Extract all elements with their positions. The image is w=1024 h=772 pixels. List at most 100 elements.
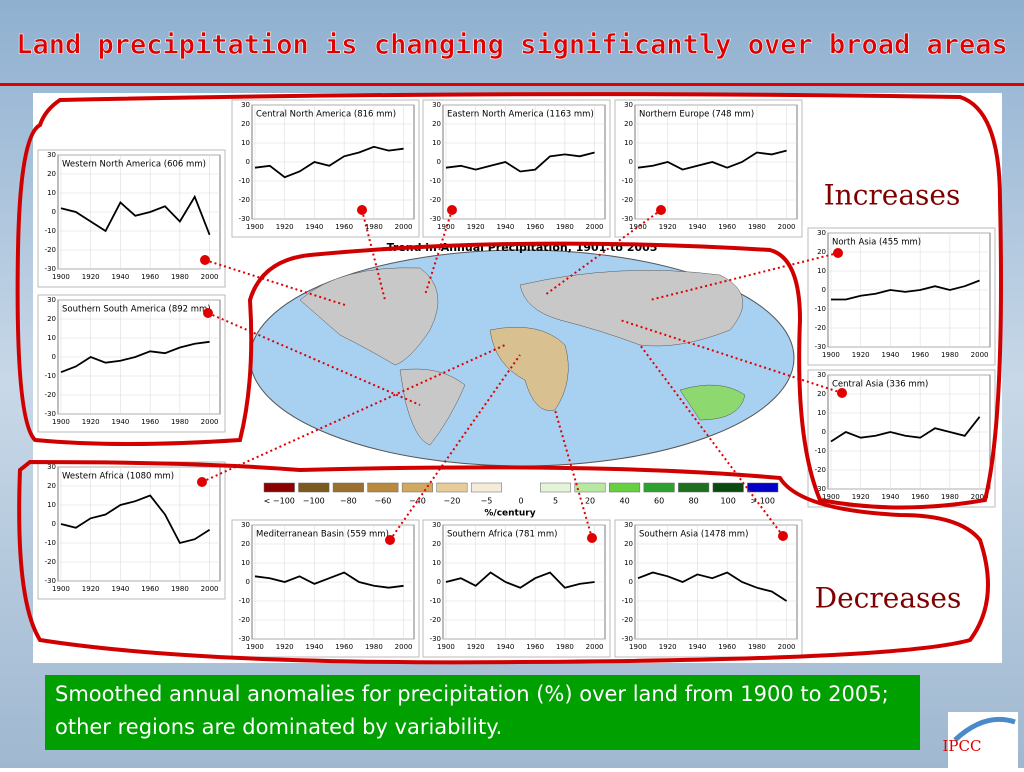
colorbar-label: −40 <box>409 497 426 506</box>
colorbar-label: −80 <box>340 497 357 506</box>
africa <box>489 326 569 411</box>
panel-title: Central North America (816 mm) <box>256 110 396 120</box>
colorbar-swatch <box>574 482 606 493</box>
y-tick-label: 30 <box>624 101 633 109</box>
colorbar-label: −60 <box>374 497 391 506</box>
region-dot <box>203 308 213 318</box>
x-tick-label: 2000 <box>395 643 413 651</box>
y-tick-label: 20 <box>241 540 250 548</box>
x-tick-label: 1980 <box>941 351 959 359</box>
x-tick-label: 1980 <box>365 643 383 651</box>
panel-frame <box>614 519 803 658</box>
eurasia <box>519 270 744 347</box>
y-tick-label: -30 <box>815 343 826 351</box>
x-tick-label: 1960 <box>335 223 353 231</box>
y-tick-label: 20 <box>817 390 826 398</box>
y-tick-label: 30 <box>241 521 250 529</box>
x-tick-label: 1920 <box>82 585 100 593</box>
y-tick-label: -30 <box>430 635 441 643</box>
colorbar-label: 5 <box>553 497 558 506</box>
x-tick-label: 2000 <box>586 643 604 651</box>
smoothed-line <box>60 194 211 236</box>
south-america <box>399 368 466 446</box>
region-dot <box>357 205 367 215</box>
x-tick-label: 1900 <box>52 585 70 593</box>
x-tick-label: 1980 <box>171 585 189 593</box>
y-tick-label: -20 <box>430 196 441 204</box>
x-tick-label: 1920 <box>276 223 294 231</box>
y-tick-label: -30 <box>622 215 633 223</box>
y-tick-label: 20 <box>432 120 441 128</box>
smoothed-line <box>60 494 211 545</box>
colorbar-label: 0 <box>518 497 523 506</box>
panel: -30 -20 -10 0 10 20 30 1900 1920 1940 1960 1980 2000… <box>37 149 226 288</box>
panel-title: Central Asia (336 mm) <box>832 380 928 390</box>
x-tick-label: 1940 <box>306 643 324 651</box>
smoothed-line <box>830 416 981 443</box>
x-tick-label: 2000 <box>586 223 604 231</box>
x-tick-label: 2000 <box>395 223 413 231</box>
panel-title: North Asia (455 mm) <box>832 238 921 248</box>
y-tick-label: 30 <box>817 229 826 237</box>
smoothed-line <box>445 571 595 589</box>
x-tick-label: 1920 <box>852 351 870 359</box>
x-tick-label: 1940 <box>689 223 707 231</box>
x-tick-label: 1940 <box>689 643 707 651</box>
y-tick-label: -10 <box>45 372 56 380</box>
y-tick-label: 10 <box>241 139 250 147</box>
smoothed-line <box>254 145 404 179</box>
smoothed-line <box>254 571 404 589</box>
colorbar-label: 100 <box>721 497 736 506</box>
panel-title: Western North America (606 mm) <box>62 160 206 170</box>
panel-title: Southern Africa (781 mm) <box>447 530 557 540</box>
y-tick-label: 20 <box>432 540 441 548</box>
x-tick-label: 1920 <box>852 493 870 501</box>
x-tick-label: 1920 <box>82 418 100 426</box>
smoothed-line <box>830 279 980 301</box>
panel-frame <box>37 461 226 600</box>
region-dot <box>833 248 843 258</box>
x-tick-label: 1900 <box>629 643 647 651</box>
y-tick-label: 10 <box>624 559 633 567</box>
y-tick-label: -20 <box>45 391 56 399</box>
x-tick-label: 1960 <box>141 585 159 593</box>
panel: -30 -20 -10 0 10 20 30 1900 1920 1940 1960 1980 2000… <box>614 519 803 658</box>
y-tick-label: -10 <box>239 177 250 185</box>
x-tick-label: 1960 <box>911 493 929 501</box>
colorbar-swatch <box>643 482 675 493</box>
region-dot <box>447 205 457 215</box>
colorbar-swatch <box>678 482 710 493</box>
y-tick-label: 20 <box>47 170 56 178</box>
decreases-label: Decreases <box>815 582 962 615</box>
connector <box>619 319 843 394</box>
y-tick-label: -30 <box>45 577 56 585</box>
colorbar-label: 20 <box>585 497 595 506</box>
x-tick-label: 1920 <box>82 273 100 281</box>
y-tick-label: -30 <box>45 410 56 418</box>
y-tick-label: 30 <box>241 101 250 109</box>
y-tick-label: -10 <box>239 597 250 605</box>
smoothed-line <box>60 340 210 374</box>
panel-frame <box>614 99 803 238</box>
caption-holder: Smoothed annual anomalies for precipitat… <box>55 682 889 739</box>
connector <box>554 409 593 539</box>
panel-frame <box>37 149 226 288</box>
x-tick-label: 2000 <box>971 493 989 501</box>
connector <box>544 209 662 296</box>
y-tick-label: -10 <box>45 539 56 547</box>
y-tick-label: -20 <box>622 616 633 624</box>
x-tick-label: 1960 <box>718 223 736 231</box>
y-tick-label: 10 <box>47 334 56 342</box>
logo-swoosh <box>953 716 1016 742</box>
outlines <box>15 92 1003 665</box>
colorbar-swatch <box>332 482 364 493</box>
colorbar-label: −5 <box>481 497 493 506</box>
increases-label: Increases <box>824 179 961 212</box>
panel: -30 -20 -10 0 10 20 30 1900 1920 1940 1960 1980 2000… <box>231 99 420 238</box>
x-tick-label: 1940 <box>306 223 324 231</box>
smoothed-line <box>445 151 595 173</box>
connector <box>207 312 421 406</box>
y-tick-label: 20 <box>624 540 633 548</box>
x-tick-label: 1960 <box>335 643 353 651</box>
